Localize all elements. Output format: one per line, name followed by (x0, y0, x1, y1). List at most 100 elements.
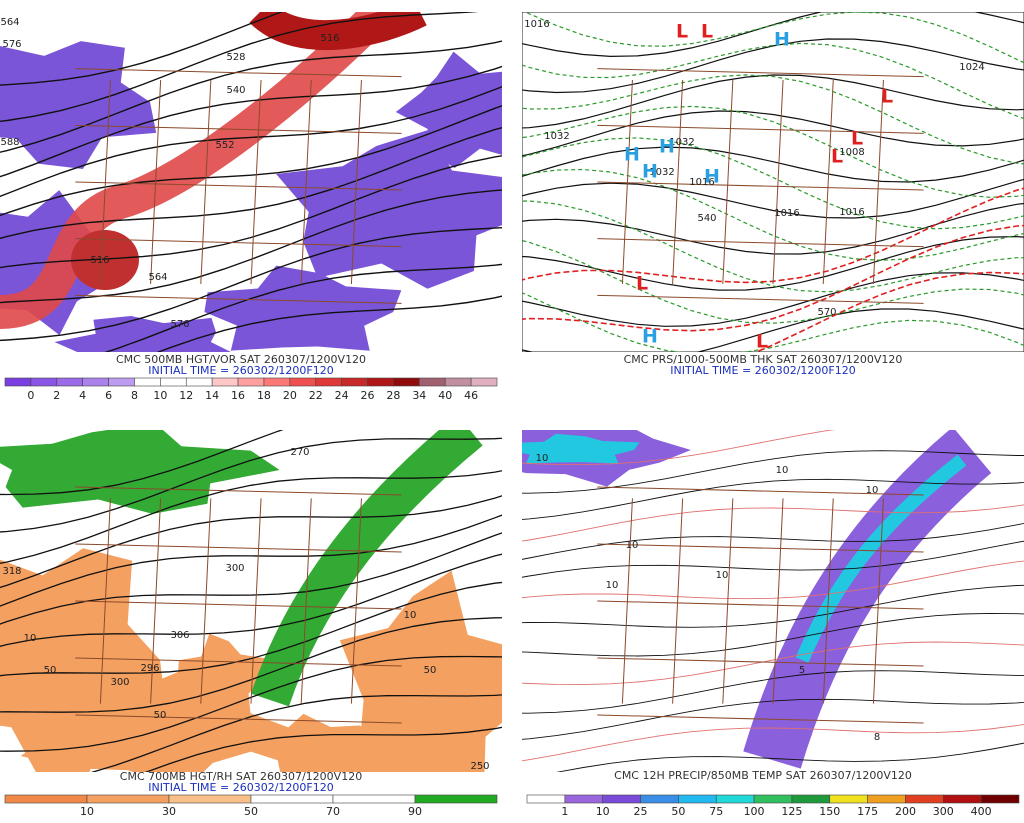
contour-label: 5 (799, 665, 805, 676)
contour-label: 306 (170, 630, 189, 641)
colorbar-label: 1 (561, 805, 568, 818)
contour-label: 296 (140, 663, 159, 674)
colorbar-swatch (82, 377, 109, 387)
colorbar-swatch (168, 794, 252, 804)
isobar (522, 202, 1024, 255)
contour-label: 1016 (524, 19, 549, 30)
isobar (522, 178, 1024, 219)
colorbar-swatch (678, 794, 717, 804)
pressure-center: L (831, 146, 843, 168)
contour-label: 270 (290, 447, 309, 458)
colorbar-label: 10 (80, 805, 94, 818)
contour-label: 10 (536, 453, 549, 464)
contour-label: 528 (226, 52, 245, 63)
contour-label: 576 (2, 39, 21, 50)
height-contour (0, 12, 284, 86)
colorbar-label: 8 (131, 389, 138, 402)
colorbar-label: 0 (27, 389, 34, 402)
border-line (672, 498, 684, 704)
contour-label: 50 (424, 665, 437, 676)
height-contour (0, 553, 502, 647)
colorbar-swatch (341, 377, 368, 387)
colorbar-swatch (753, 794, 793, 804)
border-line (99, 79, 111, 285)
border-line (722, 79, 734, 285)
contour-label: 564 (0, 17, 19, 28)
border-line (350, 498, 362, 704)
vorticity-area (54, 316, 231, 352)
contour-label: 564 (148, 272, 167, 283)
border-line (822, 79, 834, 285)
colorbar-swatch (185, 377, 213, 387)
border-line (597, 181, 924, 191)
thickness-contour (522, 200, 1024, 293)
contour-label: 1032 (649, 167, 674, 178)
thickness-contour (522, 240, 1024, 324)
isobar (522, 74, 1024, 129)
border-line (250, 79, 262, 285)
border-line (597, 600, 924, 610)
colorbar-swatch (86, 794, 170, 804)
temp-contour (522, 724, 1024, 762)
thickness-contour (522, 292, 1024, 352)
height-contour (144, 726, 502, 772)
contour-label: 1024 (959, 62, 984, 73)
border-line (75, 124, 402, 134)
border-line (75, 68, 402, 78)
contour-label: 516 (90, 255, 109, 266)
border-line (822, 498, 834, 704)
colorbar-label: 150 (819, 805, 840, 818)
thickness-contour (522, 105, 1024, 198)
contour-label: 50 (154, 710, 167, 721)
colorbar-swatch (250, 794, 334, 804)
border-line (772, 498, 784, 704)
colorbar-label: 46 (464, 389, 478, 402)
colorbar-label: 175 (857, 805, 878, 818)
border-line (75, 543, 402, 553)
pressure-center: H (642, 161, 658, 183)
colorbar-label: 125 (781, 805, 802, 818)
colorbar-label: 50 (244, 805, 258, 818)
border-line (772, 79, 784, 285)
colorbar-swatch (367, 377, 394, 387)
border-line (872, 498, 884, 704)
thickness-contour (522, 42, 1024, 120)
contour-label: 10 (24, 633, 37, 644)
contour-label: 1032 (544, 131, 569, 142)
contour-label: 1016 (839, 207, 864, 218)
isobar (522, 235, 1024, 291)
border-line (597, 238, 924, 248)
colorbar-label: 28 (386, 389, 400, 402)
temp-contour (522, 522, 1024, 560)
isobar (522, 110, 1024, 157)
border-line (350, 79, 362, 285)
border-line (597, 714, 924, 724)
border-line (150, 498, 162, 704)
isobar (522, 308, 1024, 352)
temp-contour (522, 540, 1024, 578)
temp-contour (522, 504, 1024, 542)
colorbar-swatch (905, 794, 944, 804)
pressure-center: H (774, 29, 790, 51)
pressure-center: L (676, 21, 688, 43)
height-contour (0, 189, 502, 304)
contour-label: 516 (320, 33, 339, 44)
border-line (597, 294, 924, 304)
colorbar-swatch (419, 377, 446, 387)
colorbar-swatch (393, 377, 420, 387)
colorbar-label: 2 (53, 389, 60, 402)
colorbar-swatch (444, 377, 472, 387)
border-line (872, 79, 884, 285)
colorbar-swatch (263, 377, 291, 387)
colorbar-swatch (829, 794, 868, 804)
pressure-center: H (704, 166, 720, 188)
colorbar-label: 20 (283, 389, 297, 402)
colorbar-label: 90 (408, 805, 422, 818)
thickness-warm (522, 224, 1024, 332)
border-line (621, 498, 633, 704)
border-line (75, 657, 402, 667)
height-contour (0, 495, 502, 589)
contour-label: 300 (110, 677, 129, 688)
